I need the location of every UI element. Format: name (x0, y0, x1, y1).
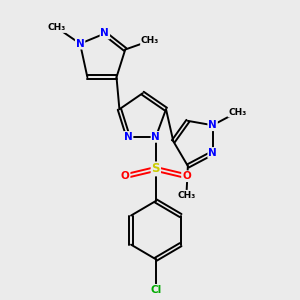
Text: S: S (152, 162, 160, 176)
Text: CH₃: CH₃ (228, 108, 247, 117)
Text: N: N (124, 132, 133, 142)
Text: O: O (182, 171, 191, 181)
Text: N: N (152, 132, 160, 142)
Text: CH₃: CH₃ (48, 23, 66, 32)
Text: N: N (100, 28, 109, 38)
Text: CH₃: CH₃ (177, 190, 196, 200)
Text: CH₃: CH₃ (141, 36, 159, 45)
Text: N: N (208, 148, 217, 158)
Text: O: O (121, 171, 130, 181)
Text: N: N (208, 120, 217, 130)
Text: N: N (76, 39, 85, 49)
Text: Cl: Cl (150, 285, 161, 295)
